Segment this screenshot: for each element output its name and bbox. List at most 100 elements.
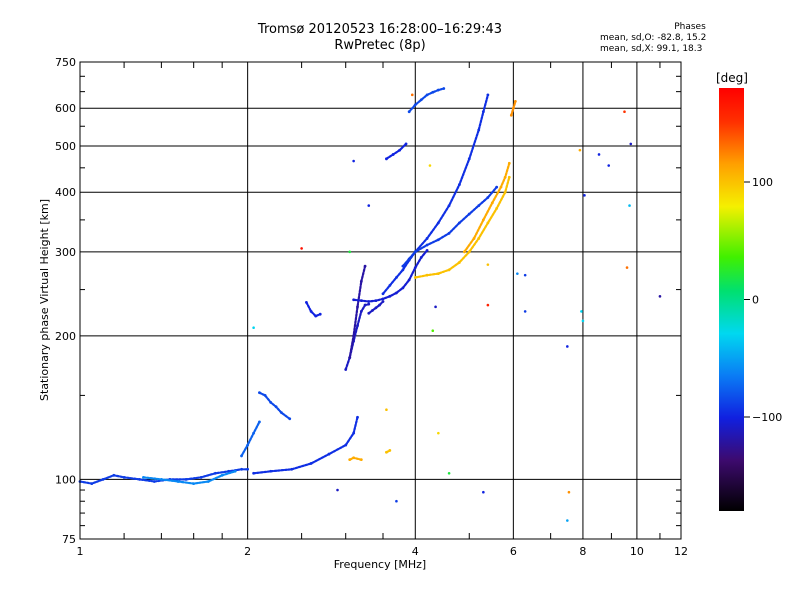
- echo-point: [407, 257, 411, 261]
- y-tick-label: 300: [55, 246, 76, 259]
- echo-point: [258, 420, 261, 424]
- echo-point: [581, 319, 585, 323]
- echo-trace: [352, 249, 429, 303]
- echo-point: [486, 221, 490, 225]
- echo-point: [462, 250, 466, 254]
- echo-point: [122, 475, 126, 479]
- echo-point: [658, 295, 662, 298]
- echo-point: [428, 164, 432, 167]
- echo-point: [367, 311, 371, 315]
- echo-point: [425, 249, 429, 252]
- echo-point: [352, 456, 356, 460]
- echo-point: [381, 297, 385, 301]
- echo-point: [625, 266, 629, 269]
- echo-point: [269, 401, 273, 404]
- echo-trace: [252, 416, 359, 475]
- echo-point: [431, 90, 435, 94]
- colorbar-tick-label: 0: [752, 294, 759, 307]
- echo-point: [152, 480, 156, 483]
- echo-point: [472, 237, 476, 240]
- echo-trace: [463, 162, 511, 253]
- echo-point: [352, 431, 356, 435]
- echo-point: [481, 110, 485, 114]
- echo-point: [356, 415, 359, 419]
- echo-point: [363, 303, 367, 307]
- echo-trace: [240, 420, 261, 457]
- echo-point: [401, 286, 405, 290]
- colorbar-tick-label: 100: [752, 176, 773, 189]
- colorbar: [719, 88, 744, 511]
- echo-point: [442, 87, 446, 90]
- x-tick-label: 4: [412, 545, 419, 558]
- echo-point: [159, 478, 163, 481]
- colorbar-ticks: 100 0 −100: [744, 176, 782, 424]
- echo-point: [413, 250, 417, 254]
- x-tick-label: 6: [510, 545, 517, 558]
- echo-point: [511, 106, 515, 110]
- x-tick-label: 12: [674, 545, 688, 558]
- echo-point: [597, 153, 601, 156]
- echo-point: [344, 368, 348, 371]
- echo-point: [482, 490, 485, 494]
- echo-point: [477, 204, 481, 207]
- echo-point: [388, 294, 392, 298]
- echo-point: [395, 291, 398, 295]
- echo-point: [499, 185, 503, 189]
- echo-point: [490, 201, 494, 205]
- echo-point: [583, 194, 586, 197]
- stats-line-o: mean, sd,O: -82.8, 15.2: [600, 33, 707, 43]
- echo-point: [628, 204, 631, 207]
- echo-point: [431, 329, 435, 332]
- echo-point: [507, 161, 511, 165]
- y-tick-label: 750: [55, 56, 76, 69]
- echo-point: [436, 238, 440, 242]
- echo-point: [495, 206, 499, 210]
- echo-point: [374, 299, 378, 303]
- y-tick-label: 500: [55, 140, 76, 153]
- echo-point: [344, 443, 348, 447]
- echo-point: [367, 302, 371, 306]
- colorbar-tick-label: −100: [752, 411, 782, 424]
- echo-point: [467, 157, 471, 161]
- echo-point: [367, 300, 371, 303]
- echo-point: [367, 204, 371, 207]
- echo-point: [269, 469, 273, 473]
- echo-trace: [305, 301, 322, 318]
- echo-trace: [385, 142, 408, 160]
- y-axis-label: Stationary phase Virtual Height [km]: [38, 199, 51, 401]
- echo-point: [398, 148, 402, 152]
- echo-point: [258, 391, 261, 395]
- echo-point: [578, 148, 582, 152]
- echo-point: [101, 478, 105, 481]
- echo-point: [419, 98, 423, 102]
- echo-point: [309, 310, 313, 313]
- stats-line-x: mean, sd,X: 99.1, 18.3: [600, 44, 703, 54]
- plot-frame: [79, 61, 682, 540]
- echo-point: [481, 218, 485, 222]
- echo-point: [410, 93, 414, 97]
- echo-point: [359, 458, 363, 462]
- echo-point: [90, 482, 94, 485]
- echo-point: [413, 276, 417, 279]
- echo-point: [425, 273, 429, 277]
- echo-point: [381, 300, 385, 303]
- echo-point: [395, 276, 398, 279]
- echo-point: [176, 480, 180, 483]
- chart-subtitle: RwPretec (8p): [334, 38, 426, 53]
- x-tick-label: 1: [77, 545, 84, 558]
- echo-point: [523, 273, 527, 277]
- echo-point: [252, 326, 255, 329]
- echo-point: [503, 175, 507, 179]
- echo-point: [356, 305, 359, 309]
- echo-point: [477, 128, 481, 132]
- x-tick-label: 8: [579, 545, 586, 558]
- echo-point: [580, 310, 583, 313]
- echo-point: [607, 164, 611, 167]
- echo-point: [413, 103, 417, 107]
- echo-trace: [348, 456, 363, 461]
- echo-point: [352, 334, 356, 338]
- echo-point: [220, 473, 224, 477]
- echo-point: [348, 458, 352, 462]
- echo-point: [336, 488, 339, 492]
